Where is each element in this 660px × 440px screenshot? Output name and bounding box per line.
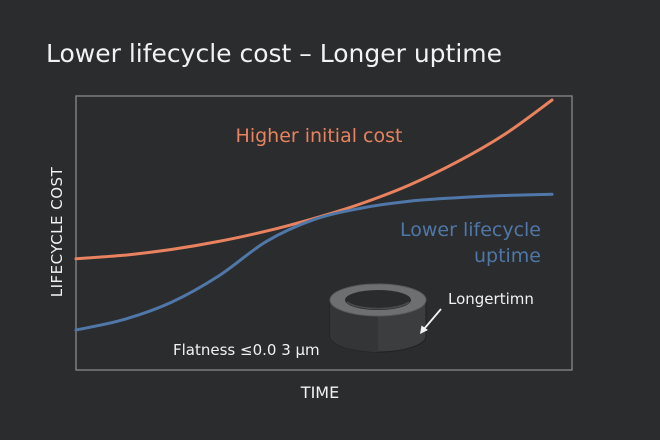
y-axis-label: LIFECYCLE COST [48, 166, 66, 297]
series-label-lower-lifecycle-line1: Lower lifecycle [400, 219, 541, 241]
series-label-lower-lifecycle-line2: uptime [474, 245, 541, 267]
ring-part-icon [329, 283, 427, 353]
series-layer [74, 98, 554, 332]
x-axis-label: TIME [300, 383, 339, 402]
series-line-lower-lifecycle-uptime [74, 192, 554, 332]
series-label-higher-initial-cost: Higher initial cost [236, 125, 403, 147]
annotation-flatness: Flatness ≤0.0 3 μm [173, 341, 320, 359]
annotation-longertimn: Longertimn [448, 290, 534, 308]
plot-frame [75, 95, 573, 371]
chart-title: Lower lifecycle cost – Longer uptime [46, 39, 502, 68]
annotation-arrowhead [420, 325, 428, 334]
annotation-arrow [423, 308, 442, 330]
